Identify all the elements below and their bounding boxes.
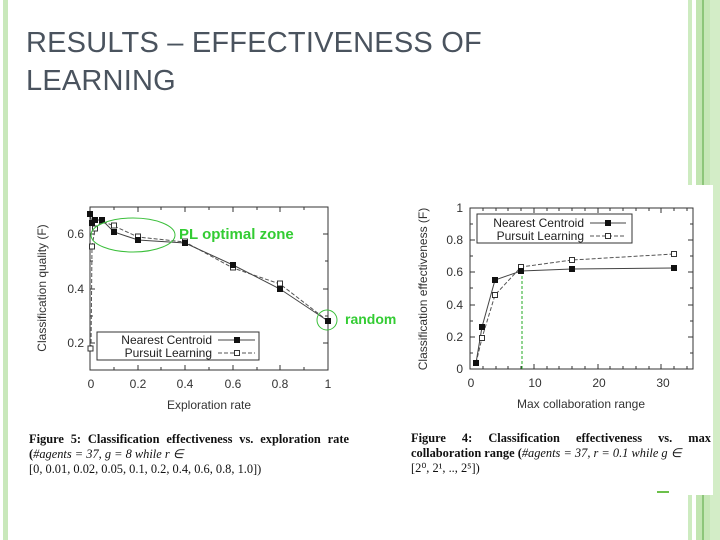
- x-tick-0.6: 0.6: [225, 377, 242, 391]
- x-tick-0.2: 0.2: [130, 377, 147, 391]
- figure4-caption-params: #agents = 37, r = 0.1 while g ∈: [521, 446, 682, 460]
- series-pursuit-learning-line: [475, 253, 675, 364]
- figure5-caption-set: [0, 0.01, 0.02, 0.05, 0.1, 0.2, 0.4, 0.6…: [29, 462, 262, 476]
- x-tick-0: 0: [468, 376, 475, 390]
- slide-title: RESULTS – EFFECTIVENESS OF LEARNING: [26, 24, 482, 100]
- x-tick-labels: 0 0.2 0.4 0.6 0.8 1: [88, 377, 332, 391]
- nearest-centroid-markers: [473, 265, 677, 366]
- y-ticks: [470, 223, 693, 354]
- legend-nearest-centroid: Nearest Centroid: [493, 216, 584, 230]
- x-tick-labels: 0 10 20 30: [468, 376, 670, 390]
- y-tick-0: 0: [456, 362, 463, 376]
- y-axis-label: Classification effectiveness (F): [416, 208, 430, 371]
- y-tick-0.2: 0.2: [446, 330, 463, 344]
- x-ticks: [482, 208, 688, 369]
- y-tick-0.6: 0.6: [67, 227, 84, 241]
- pursuit-learning-markers: [479, 251, 677, 341]
- y-tick-1: 1: [456, 201, 463, 215]
- random-label: random: [345, 311, 397, 327]
- x-tick-10: 10: [528, 376, 542, 390]
- pl-optimal-zone-ellipse: [90, 217, 176, 253]
- figure4-legend: Nearest Centroid Pursuit Learning: [476, 213, 633, 244]
- pl-optimal-zone-label: PL optimal zone: [179, 226, 294, 243]
- x-tick-0: 0: [88, 377, 95, 391]
- y-axis-label: Classification quality (F): [35, 224, 49, 351]
- figure5-caption-text: Classification effectiveness vs. explora…: [29, 432, 349, 461]
- figure4-chart: 1 0.8 0.6 0.4 0.2 0 0 10 20 30 Max colla…: [416, 201, 694, 411]
- x-tick-30: 30: [656, 376, 670, 390]
- figure5-legend: Nearest Centroid Pursuit Learning: [96, 331, 260, 361]
- green-dash-mark: [657, 491, 669, 493]
- y-ticks: [90, 233, 328, 344]
- x-axis-label: Max collaboration range: [517, 397, 645, 411]
- x-tick-0.8: 0.8: [272, 377, 289, 391]
- x-ticks: [89, 207, 305, 370]
- x-tick-20: 20: [592, 376, 606, 390]
- title-line-1: RESULTS – EFFECTIVENESS OF: [26, 27, 482, 59]
- figure5-caption-label: Figure 5:: [29, 432, 82, 446]
- figure5-caption: Figure 5: Classification effectiveness v…: [29, 432, 349, 477]
- right-accent-stripe-4: [710, 0, 720, 540]
- figure5-caption-params: #agents = 37, g = 8 while r ∈: [33, 447, 184, 461]
- figure4-caption-set: [2⁰, 2¹, .., 2⁵]): [411, 461, 480, 475]
- title-line-2: LEARNING: [26, 65, 176, 97]
- left-accent-stripe: [3, 0, 8, 540]
- figure4-caption-label: Figure 4:: [411, 431, 473, 445]
- x-tick-0.4: 0.4: [177, 377, 194, 391]
- y-tick-0.2: 0.2: [67, 336, 84, 350]
- y-tick-0.4: 0.4: [446, 298, 463, 312]
- legend-pursuit-learning: Pursuit Learning: [125, 346, 212, 360]
- x-axis-label: Exploration rate: [167, 398, 251, 412]
- y-tick-0.8: 0.8: [446, 233, 463, 247]
- figure4-caption: Figure 4: Classification effectiveness v…: [411, 431, 711, 476]
- series-nearest-centroid-line: [475, 267, 675, 364]
- random-circle: [316, 309, 338, 331]
- legend-nearest-centroid: Nearest Centroid: [121, 333, 212, 347]
- y-tick-labels: 1 0.8 0.6 0.4 0.2 0: [446, 201, 463, 376]
- x-tick-1: 1: [325, 377, 332, 391]
- y-tick-0.4: 0.4: [67, 282, 84, 296]
- legend-pursuit-learning: Pursuit Learning: [497, 229, 584, 243]
- series-pursuit-learning-line: [90, 220, 329, 350]
- nearest-centroid-markers: [87, 211, 331, 324]
- y-tick-0.6: 0.6: [446, 265, 463, 279]
- figure5-chart: 0.6 0.4 0.2 0 0.2 0.4 0.6 0.8 1 Explorat…: [35, 206, 338, 412]
- y-tick-labels: 0.6 0.4 0.2: [67, 227, 84, 350]
- figure4-caption-text: Classification effectiveness vs. max col…: [411, 431, 712, 460]
